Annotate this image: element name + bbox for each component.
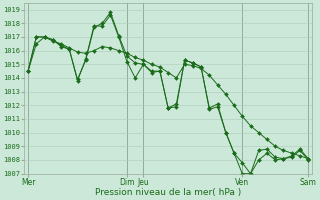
X-axis label: Pression niveau de la mer( hPa ): Pression niveau de la mer( hPa ): [95, 188, 241, 197]
